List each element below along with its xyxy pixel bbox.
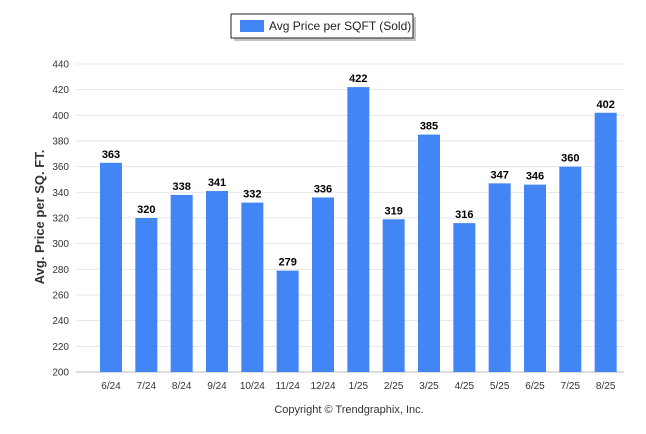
y-tick-label: 280 [52,265,69,276]
bar-value-label: 347 [490,169,508,181]
x-tick-label: 9/24 [207,381,227,392]
bar[interactable] [100,162,122,372]
x-tick-label: 11/24 [276,381,301,392]
y-axis-ticks: 200 220 240 260 280 300 320 340 360 380 400 420 440 [52,60,69,379]
y-tick-label: 300 [52,239,69,250]
x-tick-label: 7/24 [137,381,157,392]
x-tick-label: 4/25 [455,381,475,392]
legend: Avg Price per SQFT (Sold) [230,13,416,41]
y-tick-label: 260 [52,291,69,302]
y-tick-label: 380 [52,137,69,148]
bar-value-label: 319 [384,205,402,217]
y-tick-label: 240 [52,316,69,327]
x-tick-label: 1/25 [349,381,369,392]
bar-value-label: 385 [420,121,438,133]
bar[interactable] [170,194,193,372]
data-labels: 363 320 338 341 332 279 336 422 319 385 316 347 346 3… [102,73,615,269]
x-tick-label: 8/25 [596,381,616,392]
bar[interactable] [594,112,617,373]
bar[interactable] [382,219,405,372]
y-tick-label: 340 [52,188,69,199]
bar[interactable] [206,191,228,372]
y-tick-label: 400 [52,111,69,122]
x-axis-ticks: 6/24 7/24 8/24 9/24 10/24 11/24 12/24 1/25 2/25 3… [101,381,616,392]
bar-value-label: 341 [208,177,226,189]
bar-value-label: 338 [172,181,190,193]
legend-label: Avg Price per SQFT (Sold) [269,19,411,33]
bar[interactable] [347,87,370,372]
bar[interactable] [524,184,546,372]
bar-value-label: 346 [526,171,544,183]
bar[interactable] [488,183,511,372]
x-tick-label: 12/24 [310,381,335,392]
bar[interactable] [559,166,582,372]
bar[interactable] [312,197,334,372]
bar-value-label: 363 [102,149,120,161]
bar-value-label: 279 [278,257,296,269]
bar[interactable] [135,218,158,372]
bar-value-label: 320 [137,204,155,216]
bar-value-label: 402 [596,99,614,111]
x-tick-label: 6/25 [525,381,545,392]
x-tick-label: 5/25 [490,381,510,392]
x-tick-label: 2/25 [384,381,404,392]
y-tick-label: 440 [52,60,69,71]
x-tick-label: 3/25 [419,381,439,392]
bar[interactable] [276,270,299,372]
y-tick-label: 320 [52,214,69,225]
bar-value-label: 332 [243,189,261,201]
y-tick-label: 420 [52,85,69,96]
bar[interactable] [241,202,264,372]
x-tick-label: 7/25 [561,381,581,392]
bar[interactable] [418,134,440,372]
y-tick-label: 200 [52,368,69,379]
y-tick-label: 220 [52,342,69,353]
x-tick-label: 10/24 [240,381,265,392]
bar-value-label: 360 [561,153,579,165]
y-axis-label: Avg. Price per SQ. FT. [32,150,47,285]
legend-swatch [240,20,264,32]
copyright-text: Copyright © Trendgraphix, Inc. [274,404,423,416]
bar-value-label: 422 [349,73,367,85]
y-tick-label: 360 [52,162,69,173]
x-tick-label: 8/24 [172,381,192,392]
x-tick-label: 6/24 [101,381,121,392]
bar-value-label: 316 [455,209,473,221]
bar-value-label: 336 [314,183,332,195]
bars [100,87,617,373]
bar[interactable] [453,223,476,372]
